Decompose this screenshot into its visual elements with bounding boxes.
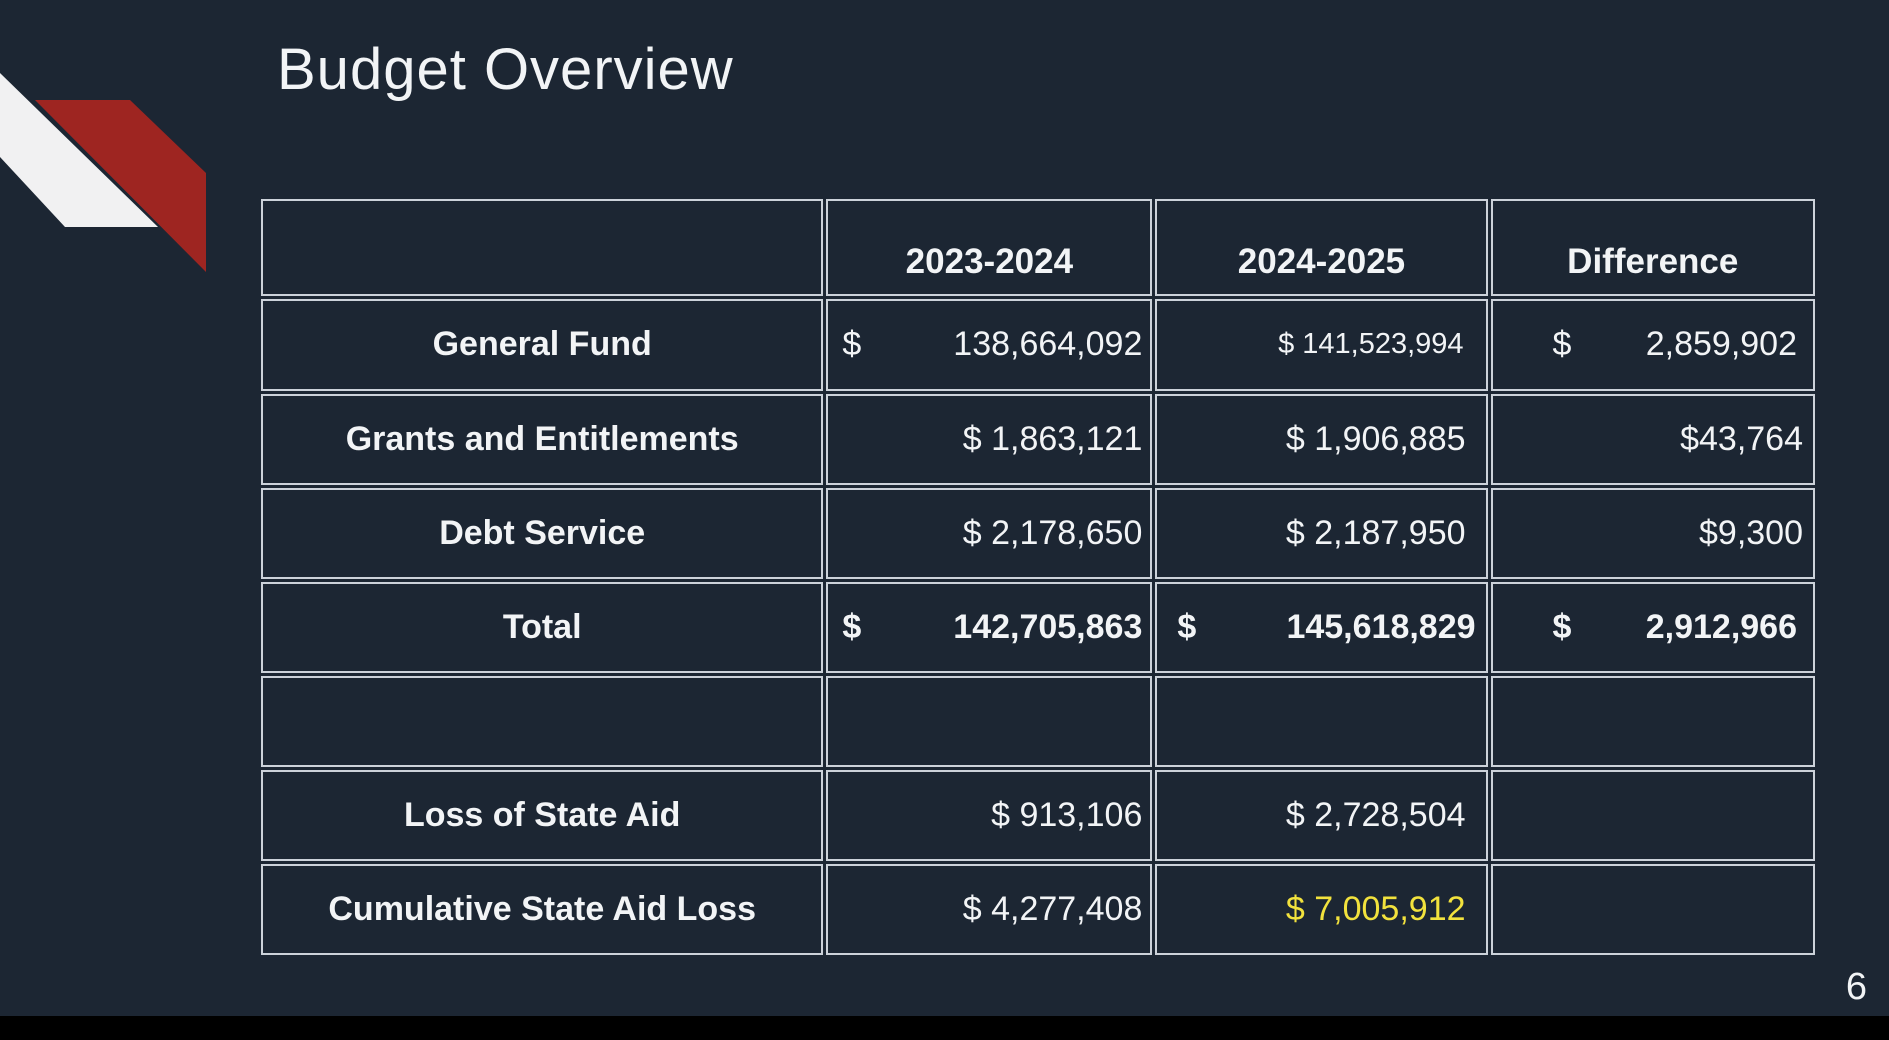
currency-symbol: $ [842, 325, 862, 364]
cell-2024-2025: $ 145,618,829 [1155, 581, 1488, 673]
cell-difference: $ 2,912,966 [1490, 581, 1815, 673]
ribbon-white-shape [0, 73, 158, 227]
column-header-difference: Difference [1490, 199, 1815, 297]
currency-symbol: $ [842, 607, 862, 646]
row-label [261, 675, 824, 767]
cell-2024-2025: $ 1,906,885 [1155, 393, 1488, 485]
amount-value: 2,912,966 [1645, 607, 1797, 646]
letterbox-bar [0, 1016, 1889, 1040]
corner-ribbon-decoration [0, 73, 206, 272]
amount-value: 145,618,829 [1286, 607, 1476, 646]
amount-value: 142,705,863 [953, 607, 1143, 646]
slide-title: Budget Overview [277, 37, 734, 102]
ribbon-red-shape [35, 100, 206, 272]
header-empty-cell [261, 199, 824, 297]
row-label: Total [261, 581, 824, 673]
row-label: Debt Service [261, 487, 824, 579]
cell-2024-2025: $ 141,523,994 [1155, 299, 1488, 391]
row-label: Cumulative State Aid Loss [261, 863, 824, 955]
cell-2023-2024: $ 913,106 [826, 769, 1153, 861]
cell-2024-2025: $ 2,187,950 [1155, 487, 1488, 579]
cell-2023-2024: $ 142,705,863 [826, 581, 1153, 673]
currency-symbol: $ [1177, 607, 1197, 646]
page-number: 6 [1845, 966, 1867, 1008]
cell-difference [1490, 675, 1815, 767]
row-label: Loss of State Aid [261, 769, 824, 861]
row-label: General Fund [261, 299, 824, 391]
table-row-total: Total $ 142,705,863 $ 145,618,829 $ [261, 581, 1815, 673]
amount-value: 138,664,092 [953, 325, 1143, 364]
cell-difference [1490, 863, 1815, 955]
cell-difference: $9,300 [1490, 487, 1815, 579]
table-header-row: 2023-2024 2024-2025 Difference [261, 199, 1815, 297]
table-row-grants-and-entitlements: Grants and Entitlements $ 1,863,121 $ 1,… [261, 393, 1815, 485]
table-row-loss-of-state-aid: Loss of State Aid $ 913,106 $ 2,728,504 [261, 769, 1815, 861]
cell-2023-2024: $ 4,277,408 [826, 863, 1153, 955]
currency-symbol: $ [1552, 325, 1572, 364]
cell-2023-2024 [826, 675, 1153, 767]
column-header-2024-2025: 2024-2025 [1155, 199, 1488, 297]
cell-2023-2024: $ 138,664,092 [826, 299, 1153, 391]
currency-symbol: $ [1552, 607, 1572, 646]
cell-difference: $43,764 [1490, 393, 1815, 485]
amount-value: 2,859,902 [1645, 325, 1797, 364]
table-row-general-fund: General Fund $ 138,664,092 $ 141,523,994… [261, 299, 1815, 391]
cell-2023-2024: $ 2,178,650 [826, 487, 1153, 579]
table-row-debt-service: Debt Service $ 2,178,650 $ 2,187,950 $9,… [261, 487, 1815, 579]
table-row-empty [261, 675, 1815, 767]
row-label: Grants and Entitlements [261, 393, 824, 485]
table-row-cumulative-state-aid-loss: Cumulative State Aid Loss $ 4,277,408 $ … [261, 863, 1815, 955]
cell-2024-2025: $ 2,728,504 [1155, 769, 1488, 861]
cell-2023-2024: $ 1,863,121 [826, 393, 1153, 485]
budget-overview-table: 2023-2024 2024-2025 Difference General F… [258, 196, 1818, 958]
cell-2024-2025 [1155, 675, 1488, 767]
cell-difference [1490, 769, 1815, 861]
column-header-2023-2024: 2023-2024 [826, 199, 1153, 297]
cell-difference: $ 2,859,902 [1490, 299, 1815, 391]
cell-2024-2025-highlighted: $ 7,005,912 [1155, 863, 1488, 955]
